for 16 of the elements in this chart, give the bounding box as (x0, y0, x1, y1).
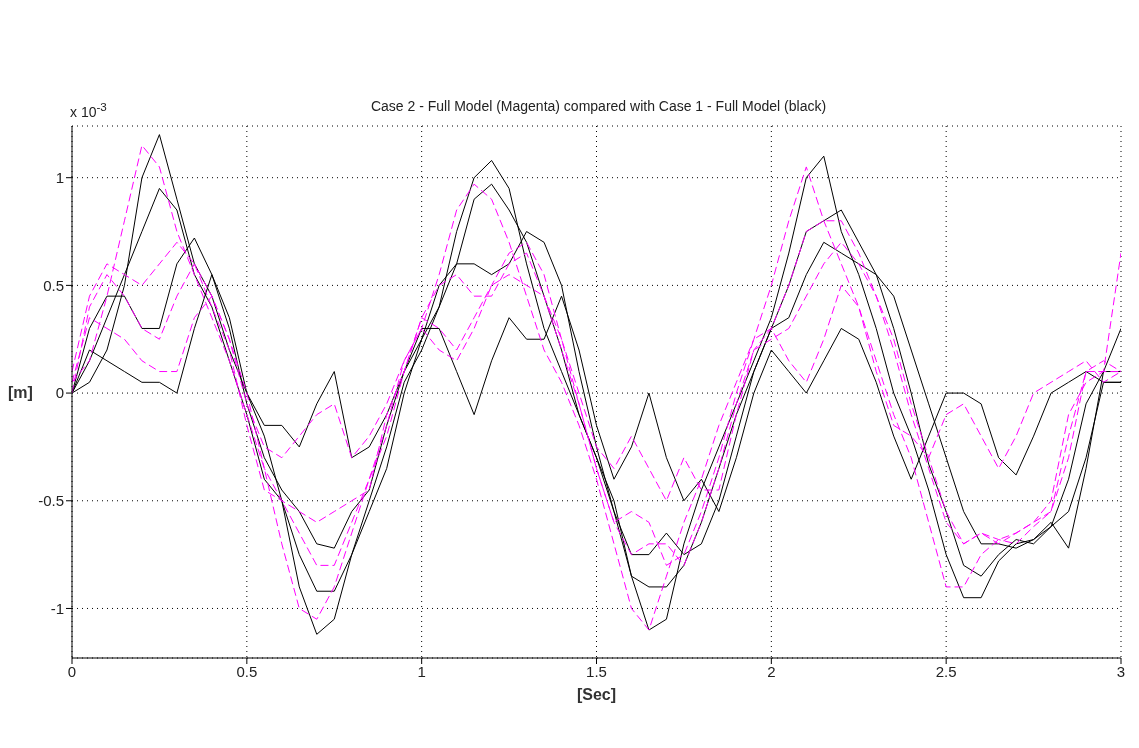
x-axis-title: [Sec] (576, 686, 617, 703)
y-tick-label: 1 (55, 169, 64, 187)
x-tick-label: 3 (1116, 662, 1126, 680)
x-tick-label: 2 (767, 662, 776, 680)
x-tick-label: 0 (67, 662, 77, 680)
y-tick-label: -1 (50, 599, 64, 617)
x-tick-label: 0.5 (236, 662, 258, 680)
x-tick-label: 1 (417, 662, 426, 680)
y-tick-label: 0.5 (43, 276, 64, 294)
x-tick-label: 1.5 (586, 662, 607, 680)
y-tick-label: 0 (55, 384, 64, 402)
text: x 10$^{-3}$ (70, 100, 107, 120)
x-tick-label: 2.5 (935, 662, 957, 680)
y-tick-label: -0.5 (38, 492, 64, 510)
chart-title: Case 2 - Full Model (Magenta) compared with Case 1 - Full Model (black) (370, 98, 827, 114)
y-axis-title: [m] (8, 383, 33, 401)
